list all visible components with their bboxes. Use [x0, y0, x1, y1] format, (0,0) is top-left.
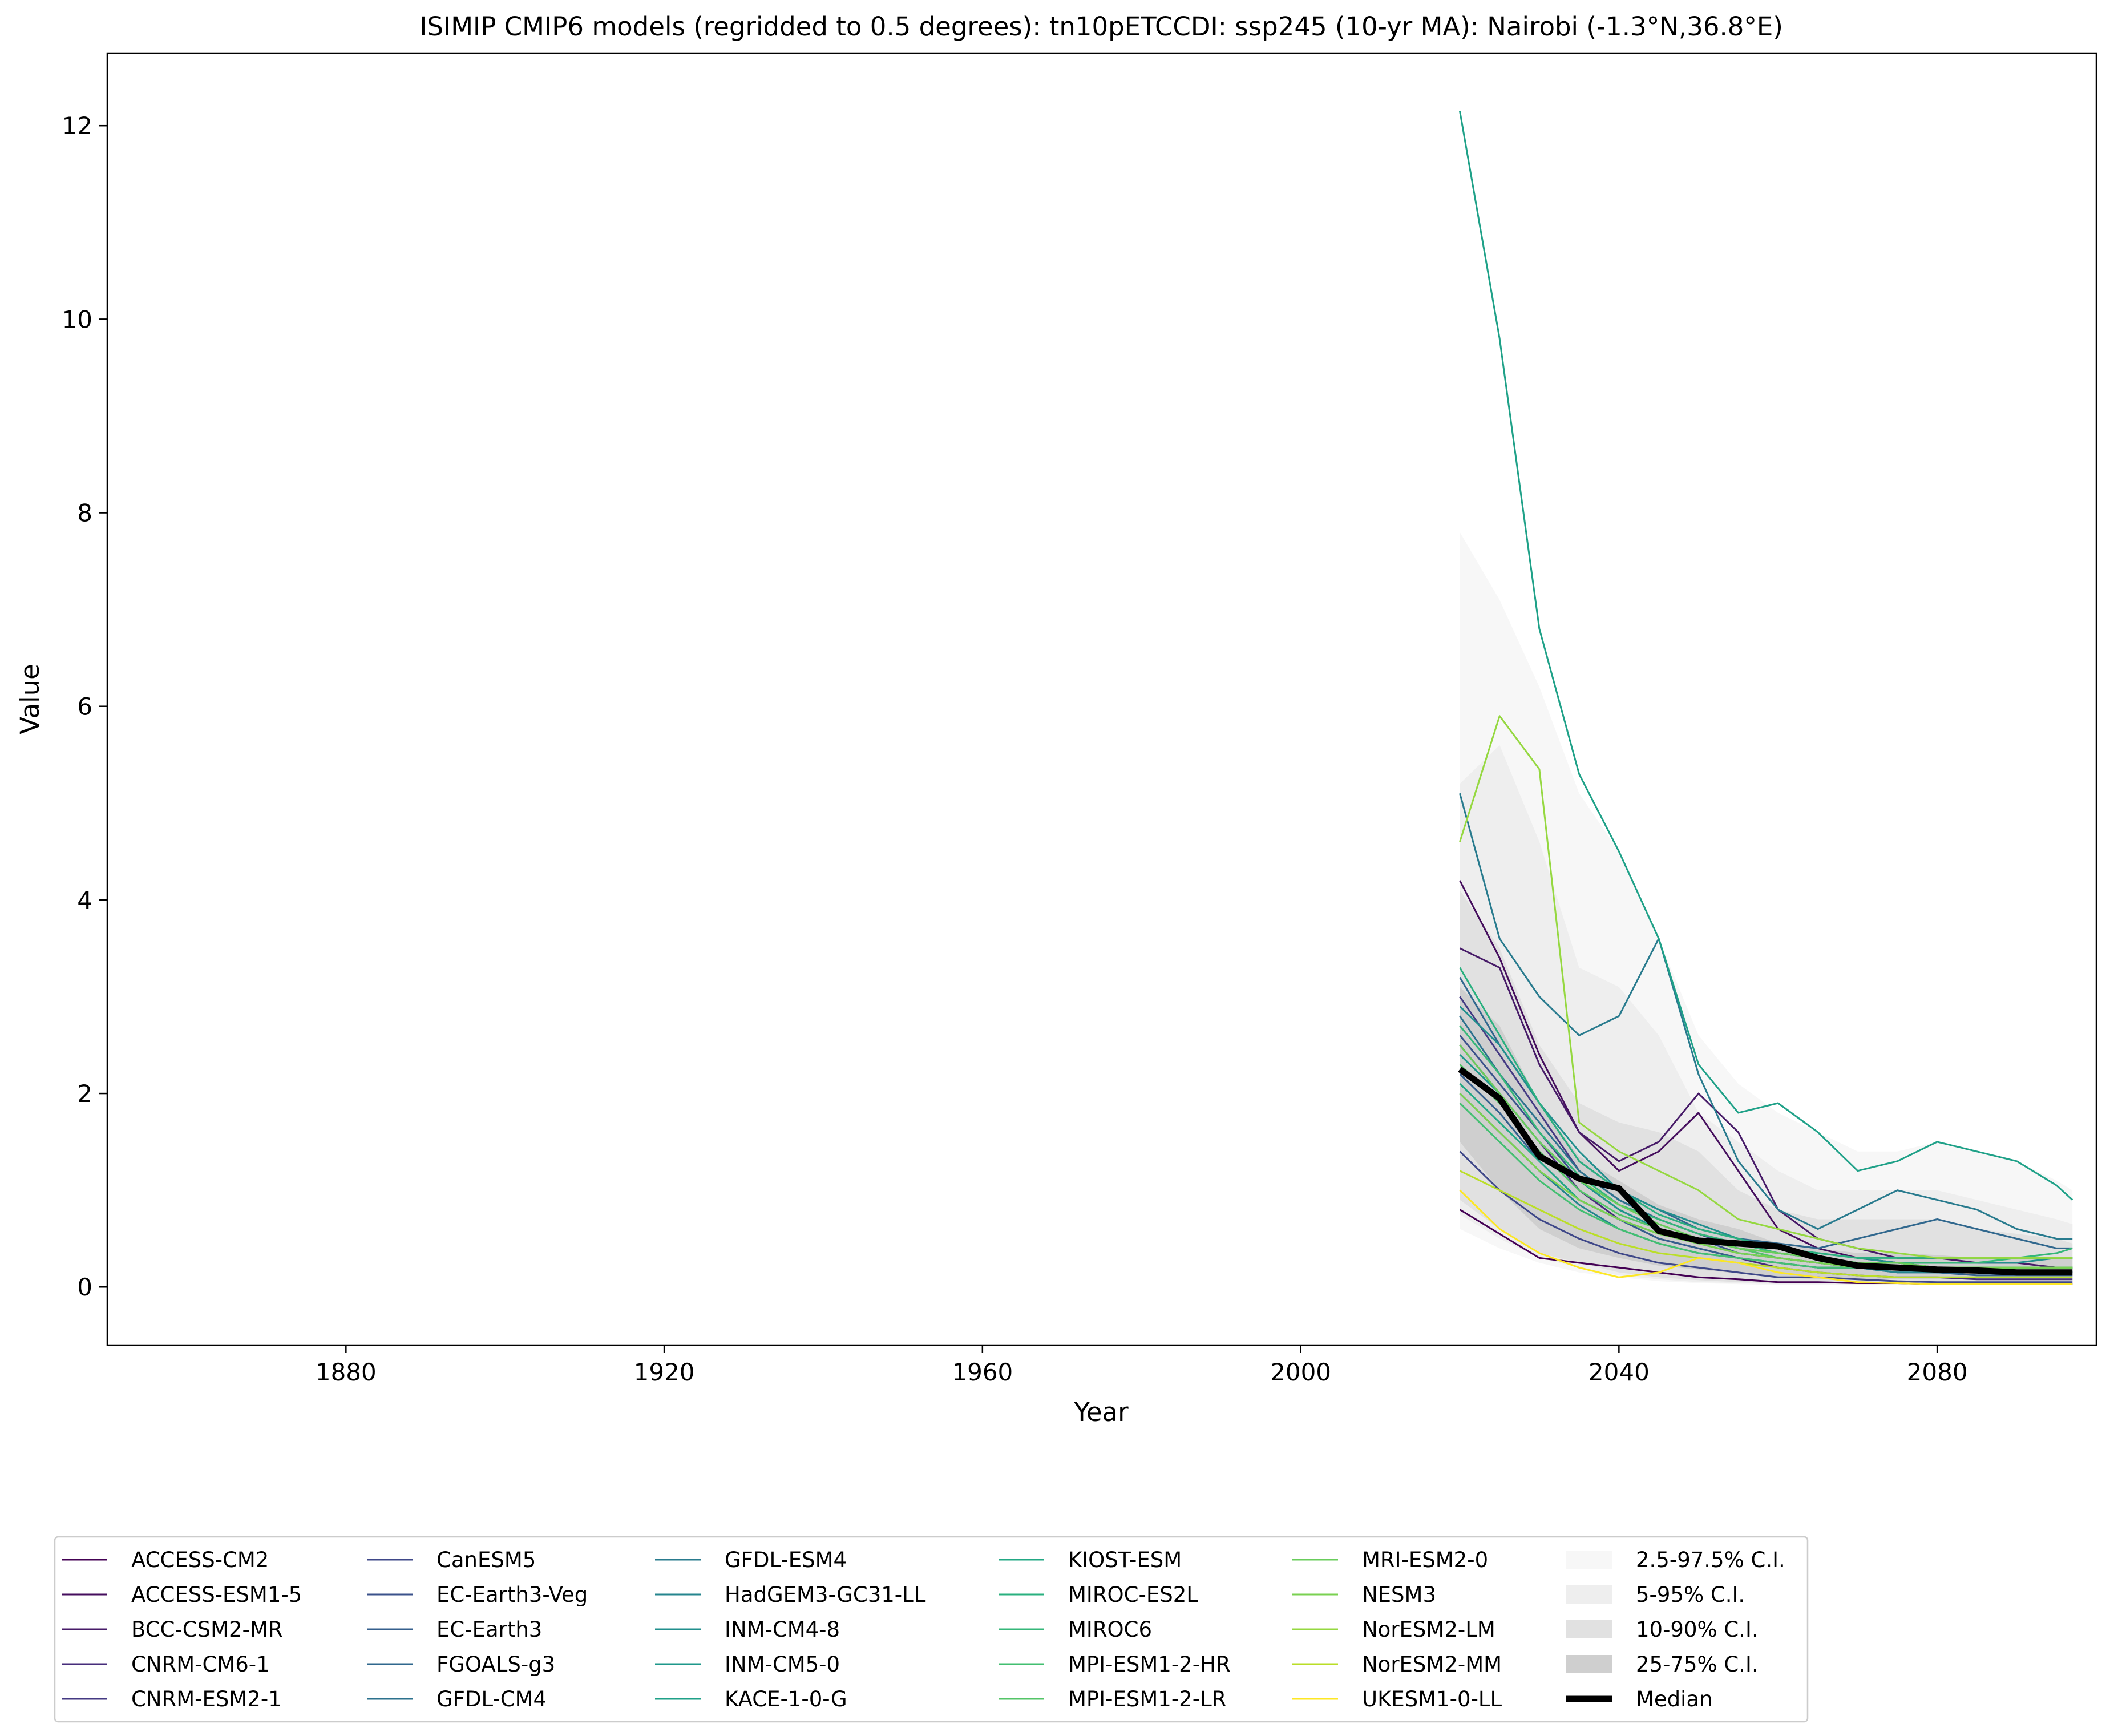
- legend-label-16: MIROC-ES2L: [1068, 1582, 1198, 1607]
- y-tick-label-3: 6: [77, 693, 92, 721]
- legend-label-27: 10-90% C.I.: [1636, 1617, 1759, 1642]
- y-axis-title: Value: [15, 664, 45, 734]
- legend-swatch-27: [1566, 1620, 1612, 1638]
- x-axis-title: Year: [1073, 1397, 1129, 1427]
- y-tick-label-6: 12: [62, 112, 92, 140]
- legend-label-8: FGOALS-g3: [436, 1652, 555, 1677]
- legend-label-14: KACE-1-0-G: [725, 1687, 847, 1711]
- y-tick-label-4: 8: [77, 499, 92, 527]
- plot-frame: [106, 52, 2097, 1346]
- legend-label-12: INM-CM4-8: [725, 1617, 840, 1642]
- median-line: [1458, 1067, 2073, 1276]
- legend-label-5: CanESM5: [436, 1548, 536, 1572]
- median-series: [1458, 1067, 2073, 1276]
- legend-swatch-25: [1566, 1551, 1612, 1569]
- legend-label-7: EC-Earth3: [436, 1617, 542, 1642]
- x-tick-label-2: 1960: [952, 1358, 1013, 1386]
- x-tick-label-4: 2040: [1588, 1358, 1650, 1386]
- legend-label-25: 2.5-97.5% C.I.: [1636, 1548, 1785, 1572]
- legend-label-1: ACCESS-ESM1-5: [131, 1582, 302, 1607]
- legend-label-23: NorESM2-MM: [1362, 1652, 1502, 1677]
- y-tick-label-0: 0: [77, 1273, 92, 1301]
- legend-swatch-28: [1566, 1655, 1612, 1673]
- x-tick-label-3: 2000: [1270, 1358, 1331, 1386]
- series-line-21: [1459, 1093, 2073, 1269]
- legend-label-10: GFDL-ESM4: [725, 1548, 847, 1572]
- legend-label-26: 5-95% C.I.: [1636, 1582, 1745, 1607]
- legend-label-3: CNRM-CM6-1: [131, 1652, 270, 1677]
- series-line-23: [1459, 1170, 2073, 1278]
- series-line-24: [1459, 1189, 2073, 1285]
- legend-swatch-26: [1566, 1585, 1612, 1604]
- legend-label-15: KIOST-ESM: [1068, 1548, 1182, 1572]
- y-tick-label-5: 10: [62, 305, 92, 333]
- legend-label-20: MRI-ESM2-0: [1362, 1548, 1488, 1572]
- legend-label-28: 25-75% C.I.: [1636, 1652, 1759, 1677]
- y-axis: 0 2 4 6 8 10 12: [62, 112, 107, 1301]
- y-tick-label-1: 2: [77, 1080, 92, 1108]
- x-axis: 1880 1920 1960 2000 2040 2080: [316, 1345, 1968, 1386]
- x-tick-label-1: 1920: [634, 1358, 695, 1386]
- legend-label-24: UKESM1-0-LL: [1362, 1687, 1502, 1711]
- legend-label-2: BCC-CSM2-MR: [131, 1617, 283, 1642]
- legend-label-9: GFDL-CM4: [436, 1687, 547, 1711]
- y-tick-label-2: 4: [77, 886, 92, 914]
- legend-label-17: MIROC6: [1068, 1617, 1152, 1642]
- series-line-22: [1459, 715, 2073, 1259]
- legend-label-18: MPI-ESM1-2-HR: [1068, 1652, 1231, 1677]
- legend-label-22: NorESM2-LM: [1362, 1617, 1495, 1642]
- legend-label-19: MPI-ESM1-2-LR: [1068, 1687, 1226, 1711]
- legend-frame: [54, 1536, 1809, 1723]
- legend-label-6: EC-Earth3-Veg: [436, 1582, 588, 1607]
- legend-label-21: NESM3: [1362, 1582, 1436, 1607]
- series-line-5: [1459, 1150, 2073, 1283]
- legend: ACCESS-CM2 ACCESS-ESM1-5 BCC-CSM2-MR CNRM-C…: [54, 1536, 1809, 1723]
- x-tick-label-0: 1880: [316, 1358, 377, 1386]
- chart-title: ISIMIP CMIP6 models (regridded to 0.5 de…: [419, 11, 1783, 42]
- x-tick-label-5: 2080: [1907, 1358, 1968, 1386]
- legend-label-0: ACCESS-CM2: [131, 1548, 269, 1572]
- series-line-14: [1459, 111, 2073, 1201]
- legend-label-13: INM-CM5-0: [725, 1652, 840, 1677]
- series-line-10: [1459, 793, 2073, 1240]
- legend-label-11: HadGEM3-GC31-LL: [725, 1582, 926, 1607]
- legend-label-29: Median: [1636, 1687, 1713, 1711]
- legend-label-4: CNRM-ESM2-1: [131, 1687, 282, 1711]
